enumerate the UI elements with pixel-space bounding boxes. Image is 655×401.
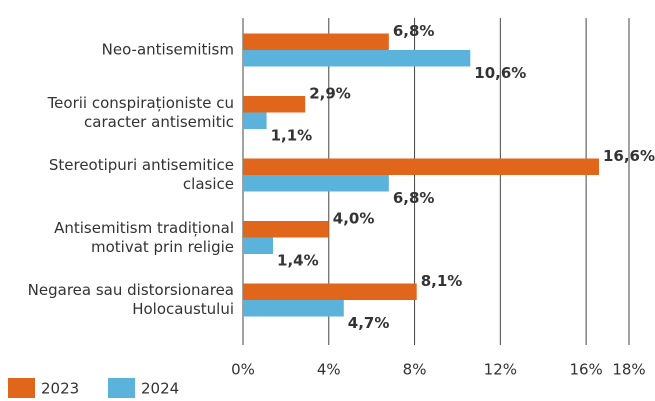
x-tick-label: 16% xyxy=(569,361,602,379)
x-tick-label: 4% xyxy=(317,361,341,379)
data-label: 2,9% xyxy=(309,85,351,103)
bar xyxy=(243,158,599,175)
bar xyxy=(243,50,471,67)
category-label: Stereotipuri antisemitice clasice xyxy=(48,156,234,193)
data-label: 1,1% xyxy=(271,127,313,145)
bar xyxy=(243,300,344,317)
bar xyxy=(243,112,267,129)
category-label: Teorii conspiraționiste cu caracter anti… xyxy=(47,93,234,131)
x-tick-label: 0% xyxy=(231,361,255,379)
category-label: Negarea sau distorsionarea Holocaustului xyxy=(27,281,234,318)
bar xyxy=(243,283,417,300)
legend-swatch xyxy=(108,378,135,398)
x-tick-label: 12% xyxy=(484,361,517,379)
data-label: 6,8% xyxy=(393,189,435,207)
category-label: Neo-antisemitism xyxy=(101,40,234,59)
bar xyxy=(243,221,329,238)
data-label: 10,6% xyxy=(474,64,526,82)
bar xyxy=(243,33,389,50)
data-label: 4,7% xyxy=(348,314,390,332)
data-label: 6,8% xyxy=(393,22,435,40)
legend-swatch xyxy=(8,378,35,398)
data-label: 8,1% xyxy=(421,272,463,290)
data-label: 16,6% xyxy=(603,147,655,165)
bar xyxy=(243,237,274,254)
data-label: 1,4% xyxy=(277,252,319,270)
x-tick-label: 18% xyxy=(612,361,645,379)
legend-label: 2024 xyxy=(141,380,179,398)
category-label: Antisemitism tradițional motivat prin re… xyxy=(54,218,234,256)
x-tick-label: 8% xyxy=(403,361,427,379)
bar xyxy=(243,175,389,192)
bar xyxy=(243,96,306,113)
legend-label: 2023 xyxy=(41,380,79,398)
data-label: 4,0% xyxy=(333,210,375,228)
